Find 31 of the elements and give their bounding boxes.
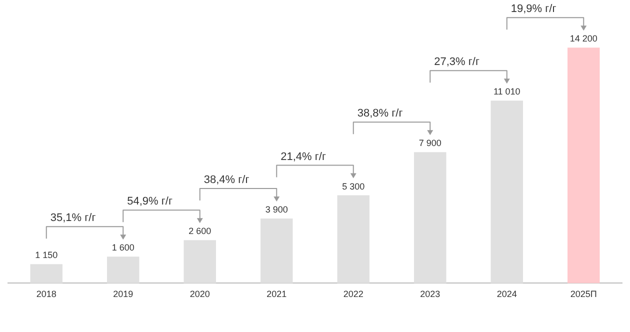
x-tick-label: 2024 — [496, 289, 517, 300]
bar — [107, 256, 140, 284]
bar — [490, 100, 523, 284]
bar — [337, 195, 370, 284]
data-label: 7 900 — [418, 138, 442, 148]
bar — [414, 152, 446, 284]
annotation: 54,9% г/г — [127, 196, 172, 208]
annotation: 27,3% г/г — [434, 56, 480, 68]
data-label: 14 200 — [570, 34, 598, 44]
data-label: 11 010 — [493, 86, 520, 97]
annotation: 21,4% г/г — [280, 150, 326, 163]
x-tick-label: 2022 — [343, 289, 364, 300]
x-tick-label: 2020 — [190, 289, 210, 300]
x-tick-label: 2025П — [570, 289, 597, 300]
x-tick-label: 2019 — [113, 289, 134, 300]
x-tick-label: 2023 — [420, 289, 440, 300]
bar — [260, 218, 293, 284]
annotation: 38,8% г/г — [357, 108, 403, 120]
x-tick-label: 2021 — [266, 289, 287, 300]
data-label: 1 600 — [112, 242, 134, 253]
x-tick-label: 2018 — [36, 289, 56, 300]
text: 19,9% г/г — [510, 3, 556, 16]
annotation: 38,4% г/г — [204, 174, 250, 186]
annotation: 35,1% г/г — [50, 212, 96, 224]
bar — [568, 48, 600, 284]
data-label: 1 150 — [35, 250, 58, 260]
data-label: 2 600 — [188, 226, 212, 236]
data-label: 3 900 — [265, 204, 288, 214]
bar — [30, 264, 62, 284]
data-label: 5 300 — [342, 181, 365, 192]
bar — [184, 240, 216, 284]
